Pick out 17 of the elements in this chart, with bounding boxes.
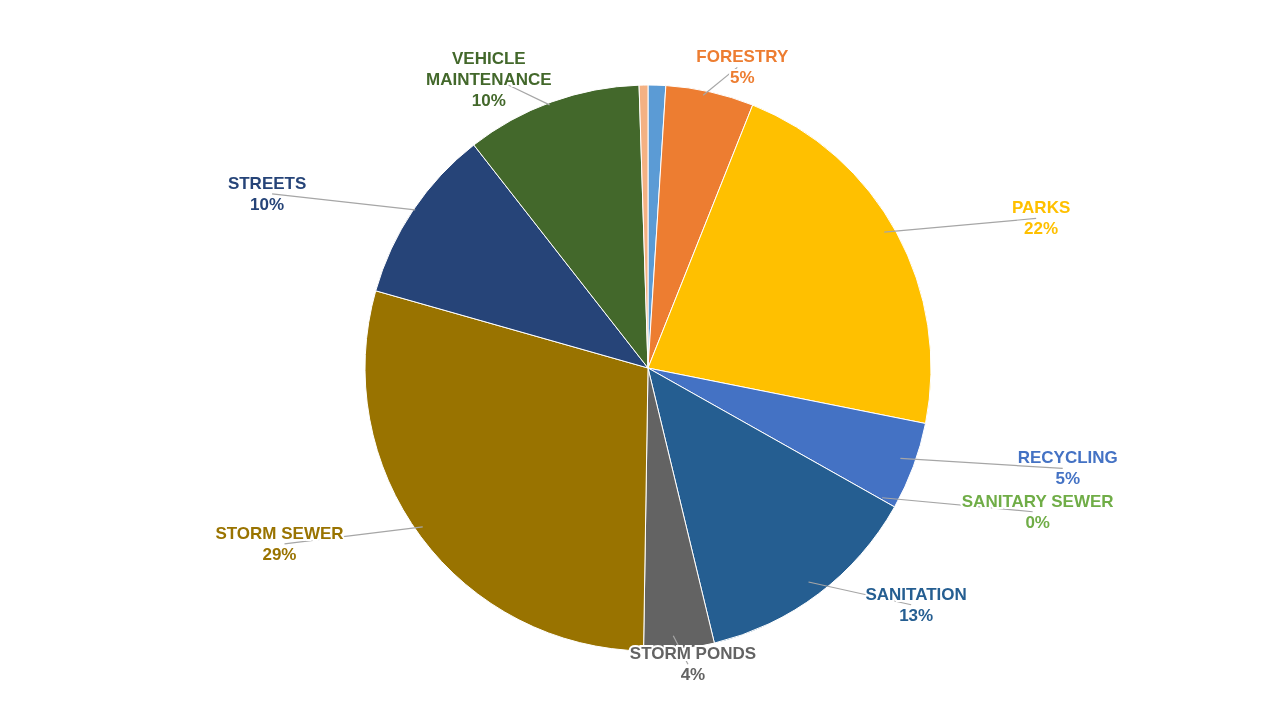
slice-label: VEHICLE MAINTENANCE xyxy=(426,49,552,90)
slice-label: SANITATION xyxy=(865,584,967,604)
text: 0% xyxy=(1025,512,1050,532)
data-label: 10% xyxy=(250,194,285,214)
slice-label: FORESTRY xyxy=(696,47,789,67)
data-label: 5% xyxy=(730,68,755,88)
data-label: 5% xyxy=(1055,469,1081,489)
slice-label: PARKS xyxy=(1012,198,1071,218)
data-label: 22% xyxy=(1024,219,1059,239)
slice-label: STREETS xyxy=(227,173,307,193)
slice-label: STORM SEWER xyxy=(215,523,344,543)
data-label: 29% xyxy=(262,544,297,564)
slice-label: RECYCLING xyxy=(1017,448,1118,468)
category-label: SANITARY SEWER xyxy=(961,491,1114,511)
data-label: 4% xyxy=(680,665,706,685)
data-label: 10% xyxy=(471,91,506,111)
data-label: 13% xyxy=(899,605,934,625)
